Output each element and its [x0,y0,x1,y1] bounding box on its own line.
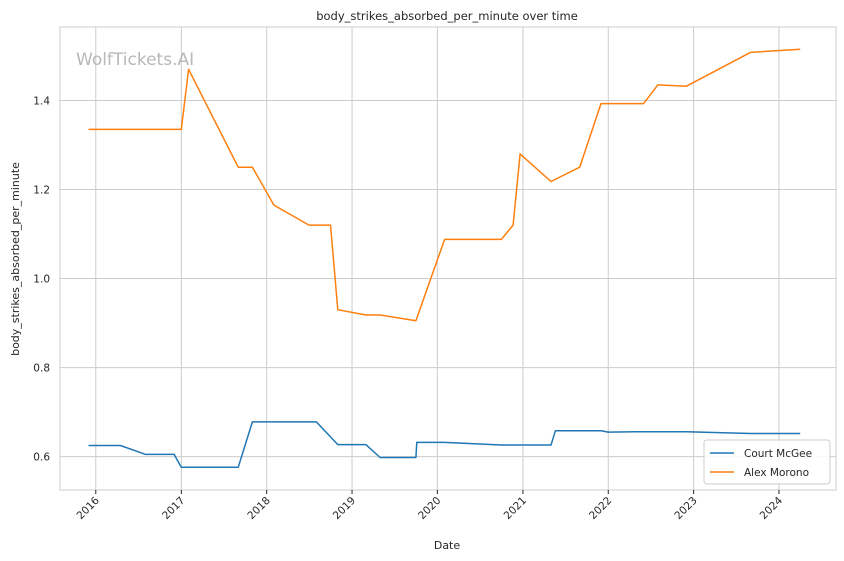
x-tick-label: 2020 [416,495,443,522]
y-axis-label: body_strikes_absorbed_per_minute [9,162,22,356]
x-tick-label: 2021 [502,495,529,522]
y-ticks: 0.6 0.8 1.0 1.2 1.4 [33,95,50,463]
chart-title: body_strikes_absorbed_per_minute over ti… [316,9,578,23]
y-tick-label: 0.6 [33,452,50,464]
series [88,48,801,469]
x-axis-label: Date [434,539,461,552]
legend-box [703,439,831,485]
y-tick-label: 1.0 [33,274,50,286]
grid [60,27,836,490]
legend-label-court-mcgee: Court McGee [744,448,812,460]
x-tick-label: 2016 [75,494,103,522]
y-tick-label: 1.4 [33,95,50,107]
plot-area [59,26,837,491]
legend-label-alex-morono: Alex Morono [744,467,809,479]
legend: Court McGee Alex Morono [703,439,831,485]
series-line-court-mcgee [88,421,801,469]
x-tick-label: 2019 [331,495,358,522]
x-tick-label: 2017 [160,495,187,522]
y-tick-label: 0.8 [33,363,50,375]
x-tick-label: 2022 [587,495,614,522]
x-tick-label: 2023 [672,495,699,522]
x-tick-label: 2024 [758,494,786,522]
x-tick-label: 2018 [245,495,272,522]
watermark: WolfTickets.AI [76,50,194,70]
series-line-alex-morono [88,48,801,322]
y-tick-label: 1.2 [33,184,50,196]
x-ticks: 2016 2017 2018 2019 2020 2021 2022 2023 2024 [75,490,786,522]
